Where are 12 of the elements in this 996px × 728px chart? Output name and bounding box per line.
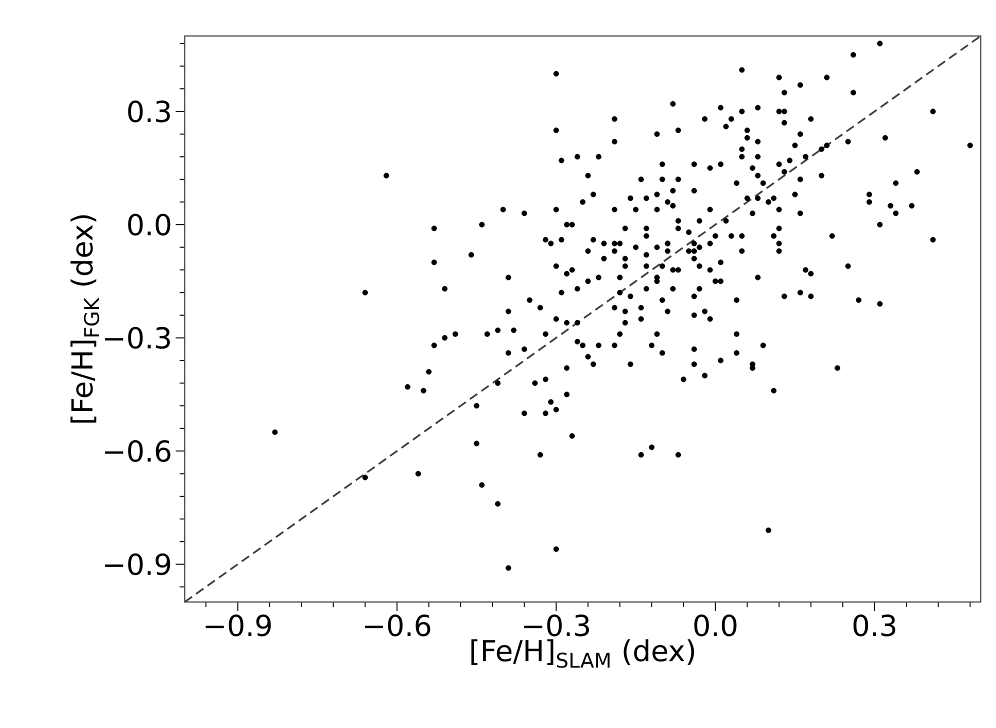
y-tick-label: −0.3 — [105, 326, 170, 349]
y-tick-label: 0.3 — [128, 100, 170, 122]
x-tick-label: −0.6 — [364, 614, 430, 636]
y-axis-title: [Fe/H]$_{FGK}$ (dex) — [70, 215, 100, 423]
x-tick-label: −0.3 — [524, 614, 589, 636]
x-tick-label: −0.9 — [206, 614, 271, 636]
x-tick-label: 0.0 — [694, 614, 736, 636]
y-tick-label: −0.6 — [105, 440, 170, 462]
y-tick-label: −0.9 — [105, 553, 170, 576]
x-tick-label: 0.3 — [854, 614, 896, 636]
x-axis-title: [Fe/H]$_{SLAM}$ (dex) — [471, 639, 694, 668]
y-tick-label: 0.0 — [128, 214, 170, 236]
